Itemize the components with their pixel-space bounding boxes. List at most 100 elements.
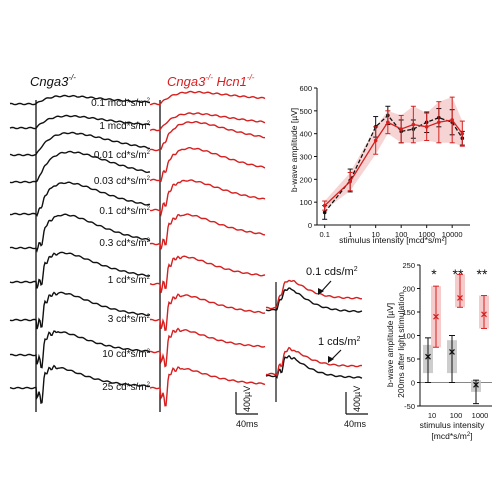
chart2-mean-marker-red: [481, 311, 487, 318]
arrowhead-low: [318, 288, 324, 295]
chart1-x-tick-label: 10000: [442, 230, 463, 239]
chart2-y-tick-label: 250: [402, 261, 415, 270]
erg-trace-red: [265, 279, 363, 310]
chart1-point-red: [437, 120, 441, 125]
scale-bar-mid: 400µV 40ms: [344, 386, 368, 429]
chart1-x-tick-label: 100: [395, 230, 408, 239]
erg-trace-red: [149, 366, 266, 407]
chart1-point-red: [411, 122, 416, 127]
chart1-x-tick-label: 0.1: [319, 230, 329, 239]
chart2-y-axis-label-1: b-wave amplitude [µV]: [385, 303, 395, 387]
chart2-y-tick-label: -50: [404, 402, 415, 411]
chart1-point-red: [460, 131, 465, 136]
intensity-label: 3 cd*s/m2: [108, 314, 151, 325]
intensity-labels: 0.1 mcd*s/m2 1 mcd*s/m2 0.01 cd*s/m2 0.0…: [91, 98, 151, 393]
intensity-label: 1 cd*s/m2: [108, 275, 151, 286]
erg-trace-black: [9, 150, 151, 184]
erg-trace-black: [9, 291, 151, 330]
mid-label-high: 1 cds/m2: [318, 336, 361, 348]
erg-trace-black: [265, 354, 363, 380]
b-wave-200ms-box-chart: b-wave amplitude [µV] 200ms after light …: [385, 261, 492, 441]
chart1-y-tick-label: 200: [299, 175, 312, 184]
chart2-y-tick-label: 100: [402, 332, 415, 341]
chart1-y-tick-label: 400: [299, 130, 312, 139]
chart2-mean-marker-red: [457, 294, 463, 301]
scale-time-mid: 40ms: [344, 419, 367, 429]
erg-trace-red: [149, 293, 266, 332]
chart1-point-red: [450, 118, 454, 122]
chart2-y-tick-label: 150: [402, 308, 415, 317]
erg-trace-black: [265, 287, 363, 313]
erg-trace-red: [149, 213, 265, 250]
erg-trace-red: [149, 147, 266, 183]
chart1-y-tick-label: 600: [299, 84, 312, 93]
chart2-significance: **: [477, 266, 488, 282]
erg-trace-black: [9, 330, 151, 369]
chart1-point-black: [322, 210, 327, 215]
erg-traces-cnga3-hcn1: [149, 90, 266, 407]
erg-trace-black: [9, 181, 151, 217]
erg-trace-red: [149, 255, 266, 293]
erg-trace-black: [9, 131, 150, 157]
scale-voltage-left: 400µV: [242, 386, 252, 412]
chart2-y-tick-label: 200: [402, 285, 415, 294]
chart2-mean-marker-black: [473, 381, 479, 388]
scale-time-left: 40ms: [236, 419, 259, 429]
erg-trace-black: [9, 94, 151, 106]
arrow-low: [320, 280, 332, 293]
chart1-x-axis-label: stimulus intensity [mcd*s/m²]: [339, 235, 447, 245]
erg-trace-red: [149, 179, 266, 217]
erg-traces-mid: [265, 279, 363, 380]
chart1-y-axis-label: b-wave amplitude [µV]: [289, 108, 299, 192]
chart1-y-tick-label: 500: [299, 107, 312, 116]
chart2-y-tick-label: 0: [411, 379, 415, 388]
chart1-point-red: [386, 120, 390, 125]
mid-labels: 0.1 cds/m2 1 cds/m2: [306, 266, 361, 363]
chart2-mean-marker-black: [425, 353, 431, 360]
scale-bar-left: 400µV 40ms: [235, 386, 259, 429]
intensity-label: 0.1 mcd*s/m2: [91, 98, 151, 109]
erg-trace-black: [9, 364, 151, 404]
erg-trace-black: [9, 213, 151, 253]
chart1-red-error-band: [324, 97, 463, 211]
chart2-y-axis-label-2: 200ms after light stimulation: [396, 292, 406, 398]
erg-traces-cnga3: [9, 94, 151, 404]
chart1-point-red: [373, 138, 378, 143]
mid-label-low: 0.1 cds/m2: [306, 266, 358, 278]
chart2-mean-marker-black: [449, 349, 455, 355]
intensity-label: 0.3 cd*s/m2: [99, 238, 150, 249]
b-wave-intensity-chart: b-wave amplitude [µV] stimulus intensity…: [289, 84, 470, 245]
chart2-x-axis-label-2: [mcd*s/m2]: [431, 431, 472, 441]
chart1-x-tick-label: 10: [372, 230, 380, 239]
chart1-point-red: [399, 127, 403, 131]
chart1-series-line-red: [324, 119, 463, 207]
chart1-x-tick-label: 1000: [418, 230, 435, 239]
title-cnga3: Cnga3-/-: [30, 73, 76, 89]
intensity-label: 0.01 cd*s/m2: [94, 150, 151, 161]
chart1-y-tick-label: 0: [308, 221, 312, 230]
erg-trace-red: [265, 346, 363, 378]
chart1-y-tick-label: 300: [299, 153, 312, 162]
erg-trace-red: [149, 112, 266, 132]
arrowhead-high: [328, 356, 334, 363]
chart1-y-tick-label: 100: [299, 198, 312, 207]
intensity-label: 25 cd*s/m2: [102, 382, 150, 393]
intensity-label: 0.1 cd*s/m2: [99, 206, 150, 217]
scale-voltage-mid: 400µV: [352, 386, 362, 412]
chart2-y-tick-label: 50: [407, 355, 415, 364]
chart1-point-red: [348, 179, 352, 184]
chart2-x-axis-label-1: stimulus intensity: [420, 420, 485, 430]
intensity-label: 0.03 cd*s/m2: [94, 176, 151, 187]
erg-trace-red: [149, 120, 266, 152]
erg-trace-black: [9, 114, 151, 130]
erg-trace-red: [149, 327, 266, 368]
chart2-mean-marker-red: [433, 313, 439, 320]
erg-trace-red: [149, 90, 266, 106]
chart2-x-tick-label: 1000: [472, 411, 489, 420]
chart1-point-red: [322, 203, 327, 208]
chart2-x-tick-label: 100: [450, 411, 463, 420]
chart2-significance: *: [431, 266, 437, 282]
title-cnga3-hcn1: Cnga3-/- Hcn1-/-: [167, 73, 255, 89]
chart2-x-tick-label: 10: [428, 411, 436, 420]
